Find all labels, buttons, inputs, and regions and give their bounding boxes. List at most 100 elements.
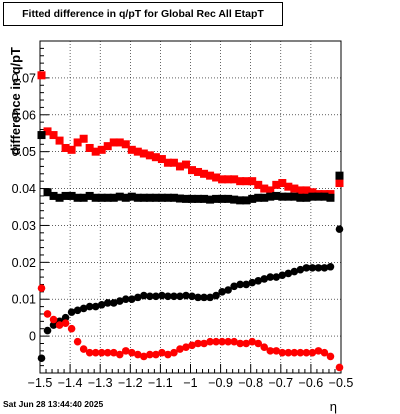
data-point [128,295,136,304]
data-point [296,193,305,202]
x-tick-label: −0.8 [238,376,263,390]
data-point [302,186,311,195]
data-point [67,324,76,333]
data-point [146,350,154,359]
data-point [206,293,214,302]
data-point [212,337,220,346]
data-point [140,352,148,361]
data-point [266,186,275,195]
data-point [224,194,233,203]
data-point [188,341,196,350]
data-point [37,131,46,140]
data-point [224,175,233,184]
y-tick-label: 0.03 [12,219,36,233]
data-point [200,293,208,302]
data-point [91,147,100,156]
data-point [176,292,184,301]
data-point [91,302,100,311]
data-point [290,184,299,193]
data-point [335,225,344,233]
x-tick-label: −0.5 [329,376,354,390]
x-tick-label: −1 [183,376,197,390]
data-point [73,337,82,346]
data-point [103,193,112,202]
data-point [248,278,257,287]
data-point [43,127,52,136]
data-point [67,308,76,316]
data-point [121,193,130,202]
data-point [260,275,269,283]
data-point [308,188,317,197]
data-point [200,169,209,178]
data-point [278,271,287,280]
data-point [182,291,190,300]
data-point [109,348,118,357]
chart-title: Fitted difference in q/pT for Global Rec… [3,2,283,26]
data-point [254,193,263,202]
data-point [175,194,184,203]
data-point [121,140,130,149]
data-point [188,292,196,301]
data-point [55,321,64,329]
data-point [170,292,178,301]
data-point [188,166,197,175]
data-point [163,193,172,202]
data-point [163,158,172,167]
data-point [335,363,344,372]
data-point [272,347,281,355]
data-point [284,348,293,357]
data-point [109,299,118,307]
data-point [158,348,166,357]
data-point [73,306,82,315]
x-axis-title: η [330,399,337,414]
data-point [43,188,52,197]
data-point [302,193,311,202]
data-point [115,138,124,147]
data-point [139,149,148,158]
data-point [230,282,238,291]
data-point [109,138,118,147]
data-point [290,348,299,357]
data-point [91,193,100,202]
data-point [206,171,215,180]
data-point [236,339,244,348]
y-axis-title: difference in q/pT [8,47,23,155]
data-point [67,145,76,154]
x-tick-label: −1.3 [88,376,113,390]
data-point [335,171,344,180]
data-point [79,345,88,353]
y-tick-label: 0.05 [12,145,36,159]
data-point [37,284,46,292]
data-point [218,288,226,296]
x-tick-label: −1.4 [58,376,83,390]
data-point [314,347,323,355]
y-tick-label: 0 [29,330,36,344]
data-point [91,348,100,357]
data-point [164,350,172,359]
data-point [278,179,287,188]
data-point [284,269,293,278]
data-point [278,192,287,201]
data-point [194,167,203,176]
data-point [224,286,232,294]
data-point [248,177,257,186]
data-point [194,339,202,348]
data-point [73,193,82,202]
data-point [326,262,335,271]
data-point [158,291,166,300]
data-point [61,191,70,200]
data-point [43,310,52,318]
x-tick-label: −1.2 [118,376,143,390]
data-point [37,71,46,80]
data-point [175,162,184,171]
data-point [85,143,94,152]
data-point [127,192,136,201]
data-point [115,297,124,305]
data-point [61,143,70,152]
data-point [133,193,142,202]
data-point [37,354,46,363]
data-point [308,192,317,201]
data-point [254,339,263,348]
data-point [85,348,94,357]
x-tick-label: −0.9 [208,376,233,390]
